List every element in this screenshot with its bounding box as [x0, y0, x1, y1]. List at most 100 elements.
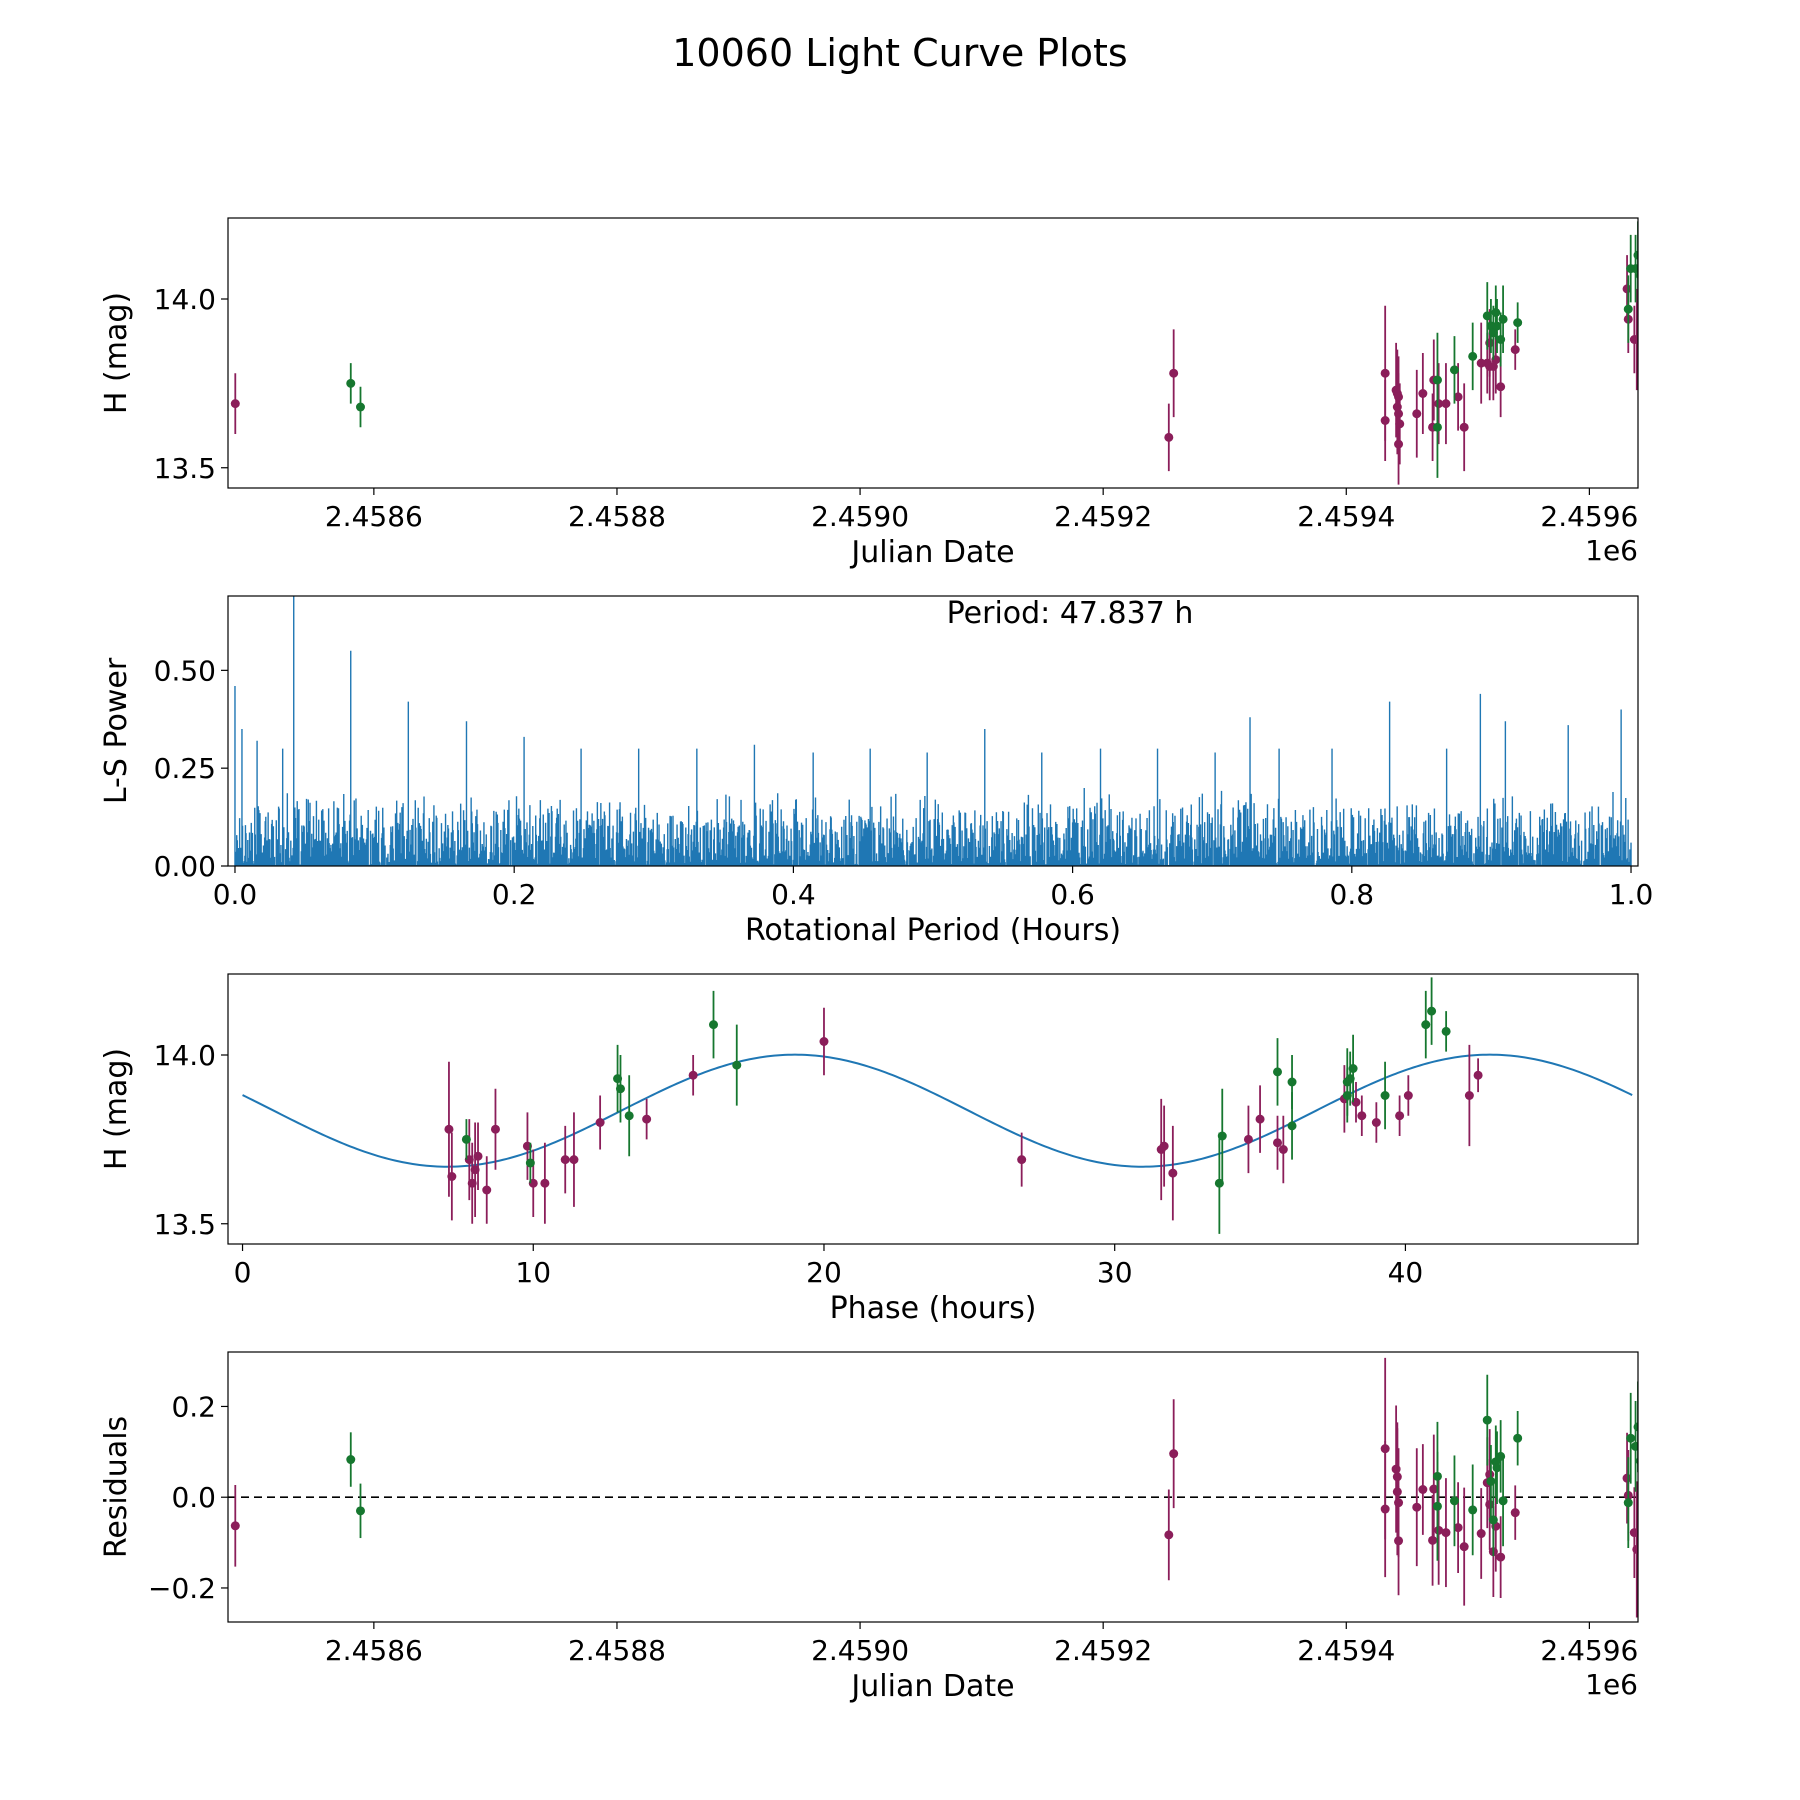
light-curve-magenta-point	[1394, 392, 1404, 402]
phase-green-point	[525, 1158, 535, 1168]
residuals-magenta-point	[1434, 1525, 1444, 1535]
phase-x-tick-label: 0	[234, 1256, 252, 1289]
phase-model-curve	[242, 1053, 1633, 1168]
light-curve-green-point	[1468, 351, 1478, 361]
light-curve-magenta-point	[1395, 419, 1405, 429]
periodogram-x-tick-label: 1.0	[1609, 878, 1654, 911]
phase-x-tick-label: 30	[1097, 1256, 1133, 1289]
phase-magenta-point	[560, 1155, 570, 1165]
residuals-magenta-point	[1476, 1529, 1486, 1539]
periodogram-x-ticks: 0.0 0.2 0.4 0.6 0.8 1.0	[213, 866, 1654, 911]
light-curve-magenta-point	[1380, 368, 1390, 378]
light-curve-offset-label: 1e6	[1585, 534, 1638, 567]
phase-green-point	[624, 1111, 634, 1121]
phase-x-ticks: 0 10 20 30 40	[234, 1244, 1424, 1289]
phase-green-point	[1441, 1026, 1451, 1036]
residuals-green-point	[1631, 1441, 1638, 1451]
residuals-magenta-point	[1169, 1449, 1179, 1459]
phase-panel: 0 10 20 30 40 13.5 14.0 Phase (hours) H (mag)	[99, 973, 1639, 1326]
residuals-panel: 2.4586 2.4588 2.4590 2.4592 2.4594 2.4596 −0.…	[99, 1351, 1639, 1704]
phase-green-point	[461, 1134, 471, 1144]
residuals-x-tick-label: 2.4590	[811, 1634, 909, 1667]
periodogram-y-label: L-S Power	[99, 657, 134, 804]
residuals-x-label: Julian Date	[849, 1669, 1014, 1704]
phase-axes-frame	[227, 973, 1639, 1245]
residuals-green-point	[1432, 1501, 1442, 1511]
light-curve-green-point	[1513, 318, 1523, 328]
phase-magenta-point	[1273, 1138, 1283, 1148]
light-curve-green-point	[1631, 264, 1638, 274]
residuals-magenta-point	[1632, 1544, 1638, 1554]
light-curve-y-label: H (mag)	[99, 292, 134, 414]
phase-y-label: H (mag)	[99, 1048, 134, 1170]
residuals-magenta-point	[230, 1521, 240, 1531]
residuals-green-point	[1633, 1422, 1638, 1432]
phase-x-tick-label: 40	[1388, 1256, 1424, 1289]
residuals-x-tick-label: 2.4586	[325, 1634, 423, 1667]
residuals-x-tick-label: 2.4592	[1054, 1634, 1152, 1667]
residuals-magenta-point	[1418, 1484, 1428, 1494]
phase-magenta-point	[447, 1172, 457, 1181]
phase-magenta-point	[1403, 1091, 1413, 1100]
phase-magenta-point	[540, 1178, 550, 1188]
light-curve-magenta-point	[1164, 432, 1174, 442]
phase-magenta-point	[1255, 1114, 1265, 1124]
phase-magenta-point	[595, 1118, 605, 1127]
light-curve-green-point	[1482, 311, 1492, 321]
residuals-y-tick-label: −0.2	[148, 1572, 216, 1605]
light-curve-x-tick-label: 2.4596	[1540, 500, 1638, 533]
residuals-magenta-point	[1164, 1530, 1174, 1540]
phase-magenta-point	[490, 1124, 500, 1134]
periodogram-x-tick-label: 0.8	[1330, 878, 1375, 911]
residuals-green-point	[1486, 1476, 1496, 1486]
light-curve-x-tick-label: 2.4590	[811, 500, 909, 533]
phase-y-tick-label: 13.5	[154, 1208, 216, 1241]
phase-green-point	[1217, 1131, 1227, 1141]
phase-magenta-point	[473, 1151, 483, 1161]
residuals-x-ticks: 2.4586 2.4588 2.4590 2.4592 2.4594 2.4596	[325, 1622, 1638, 1667]
phase-green-point	[1348, 1064, 1358, 1073]
phase-magenta-point	[819, 1037, 829, 1046]
light-curve-y-ticks: 13.5 14.0	[154, 283, 228, 485]
light-curve-green-point	[1623, 304, 1633, 314]
phase-x-label: Phase (hours)	[830, 1291, 1037, 1326]
residuals-green-point	[355, 1506, 365, 1516]
residuals-magenta-point	[1485, 1499, 1495, 1509]
light-curve-magenta-point	[1434, 399, 1444, 409]
light-curve-x-tick-label: 2.4594	[1297, 500, 1395, 533]
light-curve-green-point	[1492, 321, 1502, 331]
periodogram-x-tick-label: 0.0	[213, 878, 258, 911]
residuals-magenta-point	[1392, 1487, 1402, 1497]
light-curve-magenta-point	[1453, 392, 1463, 402]
light-curve-magenta-point	[1632, 335, 1638, 344]
light-curve-plot-area	[230, 221, 1638, 485]
residuals-x-tick-label: 2.4596	[1540, 1634, 1638, 1667]
phase-magenta-point	[569, 1155, 579, 1165]
phase-magenta-point	[482, 1185, 492, 1195]
residuals-y-tick-label: 0.2	[171, 1390, 216, 1423]
residuals-y-tick-label: 0.0	[171, 1481, 216, 1514]
phase-x-tick-label: 10	[515, 1256, 551, 1289]
phase-marks	[242, 977, 1633, 1234]
residuals-y-label: Residuals	[99, 1416, 134, 1558]
figure-title: 10060 Light Curve Plots	[672, 31, 1127, 75]
periodogram-x-tick-label: 0.4	[771, 878, 816, 911]
phase-magenta-point	[1017, 1155, 1027, 1165]
phase-magenta-point	[1395, 1111, 1405, 1121]
periodogram-panel: 0.0 0.2 0.4 0.6 0.8 1.0 0.00 0.25 0.50 Period: …	[99, 595, 1654, 948]
phase-magenta-point	[1464, 1091, 1474, 1100]
light-curve-magenta-point	[1441, 399, 1451, 409]
periodogram-axes-frame	[227, 595, 1639, 867]
phase-x-tick-label: 20	[806, 1256, 842, 1289]
residuals-magenta-point	[1622, 1473, 1632, 1483]
light-curve-magenta-point	[1418, 389, 1428, 398]
light-curve-marks	[230, 221, 1638, 485]
light-curve-magenta-point	[1459, 422, 1469, 432]
residuals-green-point	[1492, 1463, 1502, 1473]
residuals-magenta-point	[1394, 1536, 1404, 1546]
light-curve-green-point	[1498, 314, 1508, 324]
phase-green-point	[1421, 1020, 1431, 1030]
residuals-magenta-point	[1412, 1502, 1422, 1512]
